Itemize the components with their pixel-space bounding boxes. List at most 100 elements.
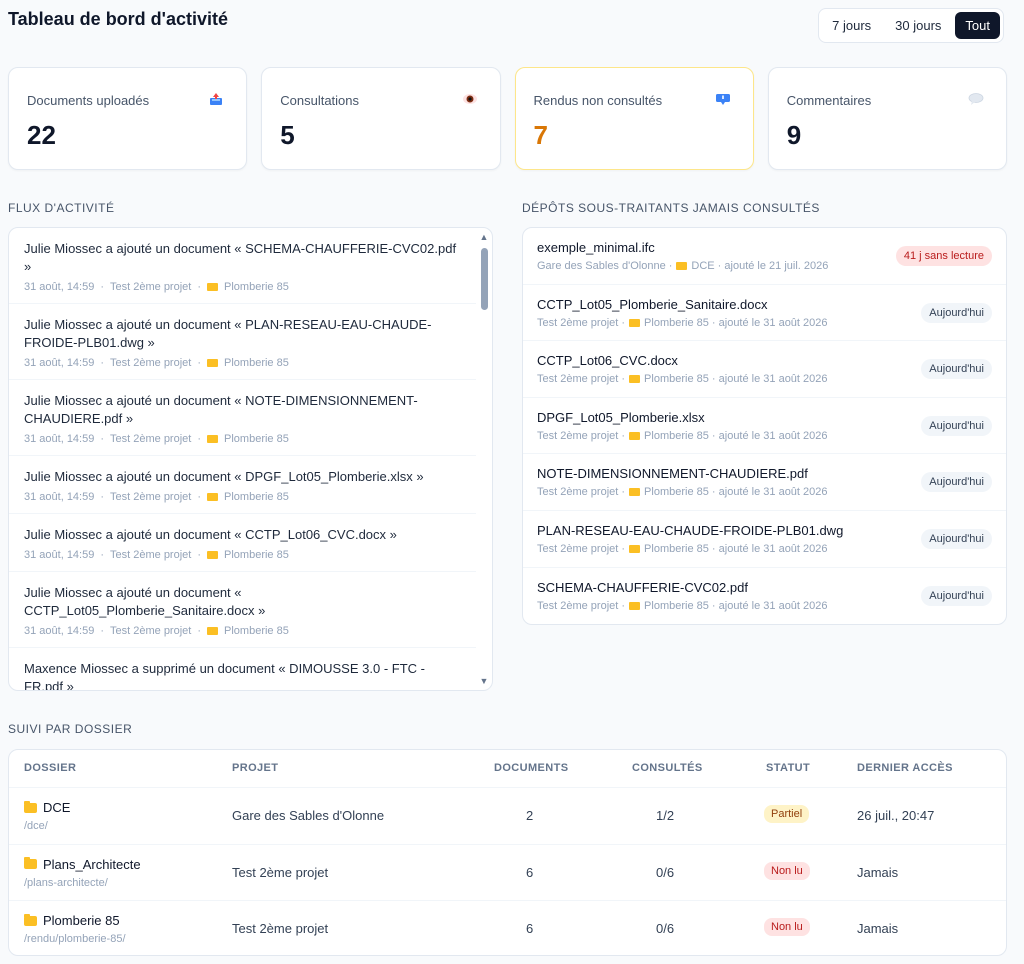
table-row[interactable]: Plomberie 85/rendu/plomberie-85/Test 2èm… xyxy=(9,901,1006,955)
project-cell: Test 2ème projet xyxy=(232,921,329,936)
stat-value: 5 xyxy=(280,120,295,150)
folder-name-cell[interactable]: DCE xyxy=(24,800,70,815)
feed-date: 31 août, 14:59 xyxy=(24,491,95,503)
feed-folder[interactable]: Plomberie 85 xyxy=(224,491,289,503)
deposit-filename[interactable]: CCTP_Lot05_Plomberie_Sanitaire.docx xyxy=(537,296,768,312)
deposit-filename[interactable]: NOTE-DIMENSIONNEMENT-CHAUDIERE.pdf xyxy=(537,466,808,482)
eye-icon xyxy=(462,94,477,104)
feed-item[interactable]: Julie Miossec a ajouté un document « PLA… xyxy=(9,304,476,380)
header: Tableau de bord d'activité 7 jours 30 jo… xyxy=(8,8,1004,43)
deposit-item[interactable]: PLAN-RESEAU-EAU-CHAUDE-FROIDE-PLB01.dwg T… xyxy=(523,511,1006,568)
deposit-folder-date: Plomberie 85 · ajouté le 31 août 2026 xyxy=(644,486,828,499)
documents-count: 2 xyxy=(526,808,534,823)
deposit-project: Test 2ème projet · xyxy=(537,429,626,442)
feed-item[interactable]: Julie Miossec a ajouté un document « SCH… xyxy=(9,228,476,304)
deposit-item[interactable]: exemple_minimal.ifc Gare des Sables d'Olo… xyxy=(523,228,1006,285)
folder-name[interactable]: DCE xyxy=(43,800,71,815)
folder-icon xyxy=(24,913,37,926)
folder-icon xyxy=(207,493,219,501)
deposit-item[interactable]: CCTP_Lot06_CVC.docx Test 2ème projet · Plo… xyxy=(523,341,1006,398)
feed-item[interactable]: Julie Miossec a ajouté un document « CCT… xyxy=(9,514,476,572)
scroll-down-arrow-icon[interactable]: ▼ xyxy=(479,676,489,686)
feed-folder[interactable]: Plomberie 85 xyxy=(224,357,289,369)
deposit-meta: Test 2ème projet · Plomberie 85 · ajouté … xyxy=(537,486,828,498)
col-folder: DOSSIER xyxy=(24,762,77,774)
range-all-button[interactable]: Tout xyxy=(955,12,1000,39)
deposit-meta: Test 2ème projet · Plomberie 85 · ajouté … xyxy=(537,317,828,329)
feed-folder[interactable]: Plomberie 85 xyxy=(224,281,289,293)
separator-dot: · xyxy=(100,549,105,561)
feed-date: 31 août, 14:59 xyxy=(24,281,95,293)
folder-icon xyxy=(629,318,641,327)
deposit-folder-date: Plomberie 85 · ajouté le 31 août 2026 xyxy=(644,316,828,329)
deposit-age-badge: Aujourd'hui xyxy=(921,472,992,493)
feed-text: Maxence Miossec a supprimé un document «… xyxy=(24,661,425,691)
project-cell: Test 2ème projet xyxy=(232,864,329,880)
separator-dot: · xyxy=(100,281,105,293)
activity-feed[interactable]: Julie Miossec a ajouté un document « SCH… xyxy=(8,227,493,691)
feed-meta: 31 août, 14:59 · Test 2ème projet · Plomberi… xyxy=(24,357,462,369)
feed-item[interactable]: Maxence Miossec a supprimé un document «… xyxy=(9,648,476,691)
separator-dot: · xyxy=(197,549,202,561)
separator-dot: · xyxy=(197,433,202,445)
deposit-meta: Test 2ème projet · Plomberie 85 · ajouté … xyxy=(537,543,828,555)
folder-icon xyxy=(207,283,219,291)
feed-date: 31 août, 14:59 xyxy=(24,549,95,561)
feed-scrollbar[interactable]: ▲ ▼ xyxy=(479,232,489,686)
deposit-project: Test 2ème projet · xyxy=(537,316,626,329)
folder-name-cell[interactable]: Plomberie 85 xyxy=(24,913,120,928)
folder-path: /rendu/plomberie-85/ xyxy=(24,933,126,945)
folder-icon xyxy=(207,435,219,443)
deposit-item[interactable]: SCHEMA-CHAUFFERIE-CVC02.pdf Test 2ème pro… xyxy=(523,568,1006,625)
deposit-item[interactable]: DPGF_Lot05_Plomberie.xlsx Test 2ème proje… xyxy=(523,398,1006,455)
range-30-days-button[interactable]: 30 jours xyxy=(895,18,942,33)
feed-text: Julie Miossec a ajouté un document « NOT… xyxy=(24,393,418,426)
feed-date: 31 août, 14:59 xyxy=(24,625,95,637)
deposit-filename[interactable]: DPGF_Lot05_Plomberie.xlsx xyxy=(537,409,705,425)
range-7-days-button[interactable]: 7 jours xyxy=(832,18,872,33)
scroll-thumb[interactable] xyxy=(481,248,488,310)
consulted-count: 0/6 xyxy=(656,864,675,880)
feed-folder[interactable]: Plomberie 85 xyxy=(224,549,289,561)
deposit-filename[interactable]: CCTP_Lot06_CVC.docx xyxy=(537,353,678,369)
deposit-item[interactable]: NOTE-DIMENSIONNEMENT-CHAUDIERE.pdf Test 2… xyxy=(523,454,1006,511)
feed-text: Julie Miossec a ajouté un document « DPG… xyxy=(24,469,424,484)
folder-name[interactable]: Plomberie 85 xyxy=(43,913,120,928)
folder-icon xyxy=(629,601,641,610)
deposit-project: Test 2ème projet · xyxy=(537,486,626,499)
stat-label: Rendus non consultés xyxy=(533,93,663,108)
deposit-meta: Test 2ème projet · Plomberie 85 · ajouté … xyxy=(537,600,828,612)
folder-icon xyxy=(207,627,219,635)
deposit-meta: Gare des Sables d'Olonne · DCE · ajouté l… xyxy=(537,260,828,272)
stat-cards: Documents uploadés 22 Consultations 5 Re… xyxy=(8,67,1007,170)
feed-item[interactable]: Julie Miossec a ajouté un document « DPG… xyxy=(9,456,476,514)
folder-name[interactable]: Plans_Architecte xyxy=(43,856,141,872)
feed-text: Julie Miossec a ajouté un document « CCT… xyxy=(24,527,397,542)
table-row[interactable]: Plans_Architecte/plans-architecte/Test 2… xyxy=(9,845,1006,901)
deposit-folder-date: Plomberie 85 · ajouté le 31 août 2026 xyxy=(644,373,828,386)
separator-dot: · xyxy=(100,491,105,503)
deposit-item[interactable]: CCTP_Lot05_Plomberie_Sanitaire.docx Test … xyxy=(523,285,1006,342)
deposit-age-badge: Aujourd'hui xyxy=(921,359,992,380)
feed-folder[interactable]: Plomberie 85 xyxy=(224,433,289,445)
last-access: Jamais xyxy=(857,921,899,936)
scroll-up-arrow-icon[interactable]: ▲ xyxy=(479,232,489,242)
stat-value: 22 xyxy=(27,120,56,150)
feed-item[interactable]: Julie Miossec a ajouté un document « CCT… xyxy=(9,572,476,648)
feed-project: Test 2ème projet xyxy=(110,549,192,561)
deposit-filename[interactable]: exemple_minimal.ifc xyxy=(537,240,655,255)
deposit-filename[interactable]: PLAN-RESEAU-EAU-CHAUDE-FROIDE-PLB01.dwg xyxy=(537,522,844,538)
folder-name-cell[interactable]: Plans_Architecte xyxy=(24,857,141,872)
folder-icon xyxy=(629,544,641,553)
col-status: STATUT xyxy=(766,762,811,774)
deposits-list: exemple_minimal.ifc Gare des Sables d'Olo… xyxy=(522,227,1007,626)
feed-item[interactable]: Julie Miossec a ajouté un document « NOT… xyxy=(9,380,476,456)
folder-icon xyxy=(24,800,37,813)
feed-folder[interactable]: Plomberie 85 xyxy=(224,625,289,637)
folder-icon xyxy=(629,488,641,497)
deposit-project: Test 2ème projet · xyxy=(537,373,626,386)
deposit-filename[interactable]: SCHEMA-CHAUFFERIE-CVC02.pdf xyxy=(537,579,748,595)
deposit-age-badge: Aujourd'hui xyxy=(921,415,992,436)
separator-dot: · xyxy=(197,281,202,293)
table-row[interactable]: DCE/dce/Gare des Sables d'Olonne 2 1/2 Part… xyxy=(9,788,1006,845)
